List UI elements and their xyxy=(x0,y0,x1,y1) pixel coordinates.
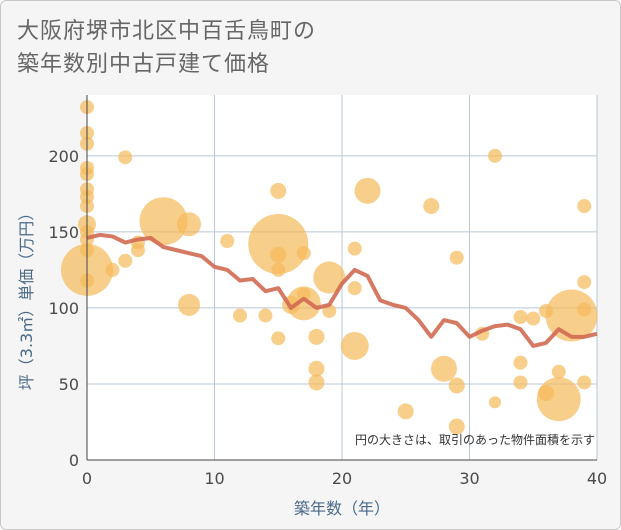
data-point xyxy=(354,177,381,204)
size-annotation: 円の大きさは、取引のあった物件面積を示す xyxy=(355,432,595,447)
data-point xyxy=(577,275,592,290)
x-axis-label: 築年数（年） xyxy=(294,499,390,518)
data-point xyxy=(296,246,311,261)
data-point xyxy=(577,302,592,317)
data-point xyxy=(577,199,592,214)
data-point xyxy=(513,310,528,325)
data-point xyxy=(286,286,321,321)
data-point xyxy=(308,374,325,391)
data-point xyxy=(105,262,120,277)
chart-title: 大阪府堺市北区中百舌鳥町の 築年数別中古戸建て価格 xyxy=(17,15,316,81)
axes: 0 10 20 30 40 0 50 100 150 200 xyxy=(48,95,607,488)
trend-line xyxy=(86,232,598,348)
y-tick-label: 150 xyxy=(48,223,79,242)
x-tick-label: 40 xyxy=(587,469,607,488)
data-point xyxy=(139,197,188,246)
data-point xyxy=(271,262,286,277)
data-point xyxy=(431,355,457,382)
data-point xyxy=(449,250,464,265)
data-point xyxy=(397,403,414,420)
y-tick-label: 200 xyxy=(48,147,79,166)
data-point xyxy=(177,212,201,237)
data-point xyxy=(270,246,287,263)
data-point xyxy=(526,311,541,326)
title-line-1: 大阪府堺市北区中百舌鳥町の xyxy=(17,19,317,44)
data-point xyxy=(220,234,235,248)
data-point xyxy=(233,308,247,323)
data-point xyxy=(513,375,528,390)
data-point xyxy=(258,308,273,323)
data-point xyxy=(488,148,502,163)
y-tick-label: 50 xyxy=(59,375,79,394)
x-tick-label: 0 xyxy=(82,469,92,488)
data-point xyxy=(248,214,309,275)
data-point xyxy=(513,355,528,370)
data-point xyxy=(270,182,287,199)
data-point xyxy=(308,360,325,377)
data-point xyxy=(308,328,325,345)
data-point xyxy=(577,375,592,390)
data-point xyxy=(178,293,200,316)
data-point xyxy=(340,331,369,360)
x-tick-label: 10 xyxy=(204,469,224,488)
data-point xyxy=(313,261,346,294)
data-point xyxy=(448,418,465,435)
data-point xyxy=(551,364,566,379)
x-tick-label: 30 xyxy=(459,469,479,488)
data-point xyxy=(448,377,465,394)
data-point xyxy=(271,331,286,346)
data-point xyxy=(423,198,440,215)
data-point xyxy=(536,377,581,422)
data-point xyxy=(489,396,501,409)
data-point xyxy=(347,281,362,296)
data-point xyxy=(347,241,362,256)
data-point xyxy=(118,150,133,165)
data-point xyxy=(118,253,133,268)
y-axis-label: 坪（3.3㎡）単価（万円） xyxy=(17,205,36,390)
y-tick-label: 0 xyxy=(69,451,79,470)
y-tick-label: 100 xyxy=(48,299,79,318)
data-point xyxy=(131,243,145,258)
x-tick-label: 20 xyxy=(332,469,352,488)
title-line-2: 築年数別中古戸建て価格 xyxy=(17,52,271,77)
